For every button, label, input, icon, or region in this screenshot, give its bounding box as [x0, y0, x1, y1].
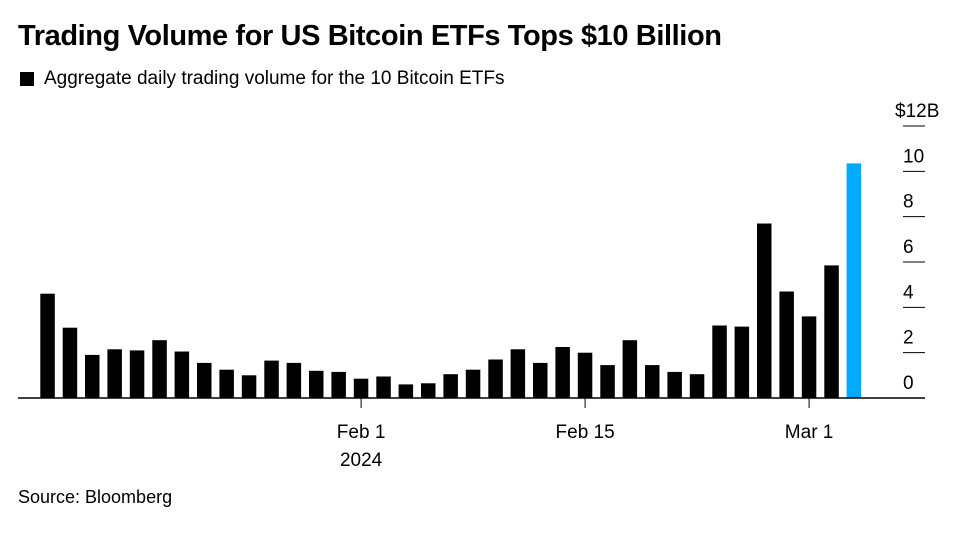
legend-swatch: [20, 72, 34, 86]
bar: [197, 362, 212, 398]
bar: [488, 359, 503, 398]
bar: [40, 293, 55, 398]
bar: [129, 350, 145, 398]
bar: [533, 362, 548, 398]
bar: [85, 354, 100, 398]
bar: [465, 369, 481, 398]
bar: [645, 365, 660, 398]
y-tick-label: 4: [903, 282, 914, 303]
y-tick-label: 10: [903, 146, 924, 167]
x-tick-label: Feb 15: [556, 422, 615, 443]
y-tick-label: 0: [903, 373, 914, 394]
bar: [264, 360, 279, 398]
legend: Aggregate daily trading volume for the 1…: [20, 68, 504, 90]
bar: [62, 327, 78, 398]
bar: [398, 384, 414, 398]
bar: [443, 374, 458, 398]
y-tick-label: 8: [903, 192, 914, 213]
bar: [331, 371, 346, 398]
bar: [219, 369, 234, 398]
bar: [376, 376, 391, 398]
x-tick-label: Mar 1: [785, 422, 834, 443]
y-tick-label: $12B: [895, 101, 939, 122]
bar: [801, 316, 817, 398]
bar: [309, 370, 324, 398]
y-tick-label: 6: [903, 237, 914, 258]
bar: [577, 352, 593, 398]
y-tick-label: 2: [903, 328, 914, 349]
chart-title: Trading Volume for US Bitcoin ETFs Tops …: [18, 20, 722, 52]
x-tick-label: Feb 1: [337, 422, 386, 443]
bar: [286, 362, 302, 398]
bar-highlight: [846, 163, 862, 398]
bar: [757, 223, 772, 398]
bar: [622, 340, 638, 398]
bar: [734, 326, 750, 398]
legend-label: Aggregate daily trading volume for the 1…: [44, 68, 505, 89]
source-note: Source: Bloomberg: [18, 487, 173, 507]
bar: [824, 265, 839, 398]
bar: [241, 375, 257, 398]
bar: [510, 349, 526, 398]
bar: [779, 291, 794, 398]
bar: [555, 347, 570, 398]
bar: [667, 371, 682, 398]
bar: [421, 383, 436, 398]
bar: [174, 351, 190, 398]
bar: [689, 374, 705, 398]
bar: [600, 365, 615, 398]
bar: [712, 325, 727, 398]
bar: [152, 340, 167, 398]
x-tick-sublabel: 2024: [340, 450, 383, 471]
bar: [107, 349, 122, 398]
bar: [353, 378, 369, 398]
